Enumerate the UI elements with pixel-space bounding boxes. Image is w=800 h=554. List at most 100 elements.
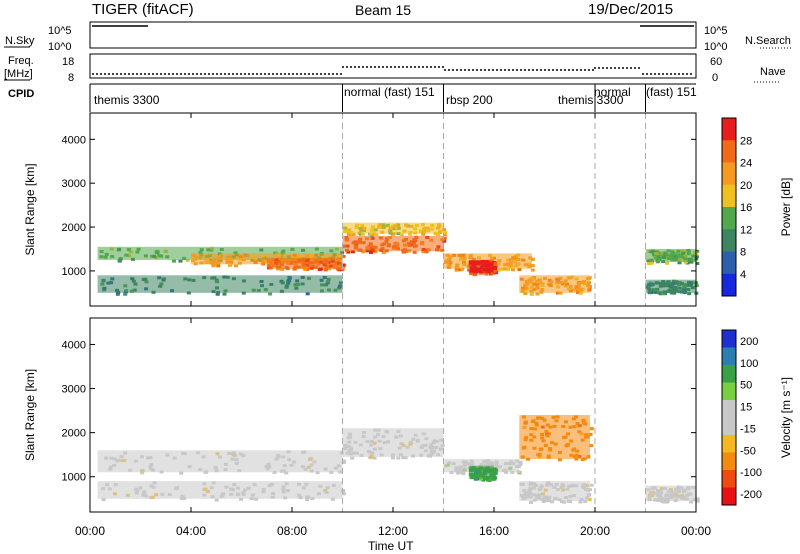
data-cell (583, 500, 588, 503)
data-cell (315, 471, 320, 475)
data-cell (664, 500, 669, 504)
colorbar-tick-label: 24 (740, 158, 752, 170)
x-tick-label: 00:00 (681, 524, 711, 538)
data-cell (369, 250, 373, 254)
data-cell (687, 292, 692, 296)
data-cell (390, 456, 395, 460)
data-cell (390, 232, 395, 236)
data-cell (408, 232, 413, 236)
data-cell (550, 500, 555, 504)
data-cell (695, 262, 700, 265)
colorbar-tick-label: -100 (740, 467, 762, 479)
colorbar-cell (722, 365, 736, 383)
freq-left-tick-bottom: 8 (68, 72, 74, 84)
y-tick-label: 3000 (62, 178, 86, 190)
data-cell (369, 232, 373, 236)
data-cell (101, 498, 106, 502)
colorbar-cell (722, 382, 736, 401)
data-cell (373, 250, 378, 254)
data-cell (276, 267, 281, 271)
nave-label: Nave (760, 66, 786, 78)
data-cell (371, 232, 376, 236)
data-cell (178, 259, 183, 263)
colorbar-tick-label: 8 (740, 247, 746, 259)
data-cell (336, 267, 341, 271)
x-tick-label: 08:00 (277, 524, 307, 538)
data-cell (346, 250, 351, 254)
data-cell (424, 250, 429, 254)
data-cell (421, 250, 426, 254)
data-cell (222, 292, 227, 296)
data-cell (284, 471, 289, 475)
data-cell (372, 456, 377, 460)
colorbar-cell (722, 273, 736, 297)
colorbar-tick-label: 28 (740, 135, 752, 147)
cpid-segment-label: rbsp 200 (446, 93, 493, 107)
data-cell (115, 292, 120, 296)
date-title: 19/Dec/2015 (588, 1, 673, 18)
data-cell (499, 267, 504, 271)
data-cell (589, 427, 594, 431)
data-cell (361, 250, 366, 254)
data-cell (670, 291, 675, 295)
data-cell (268, 292, 273, 296)
data-cell (329, 470, 334, 474)
data-cell (511, 268, 515, 272)
x-axis-ticks: 00:00 04:00 08:00 12:00 16:00 20:00 00:00 (75, 113, 711, 538)
velocity-colorbar: 200 100 50 15 -15 -50 -100 -200 Velocity [m s⁻¹] (721, 329, 793, 506)
data-cell (578, 291, 583, 295)
data-cell (694, 255, 699, 259)
data-cell (694, 284, 699, 287)
echo-band (645, 279, 696, 293)
data-cell (695, 497, 700, 501)
power-colorbar: 28 24 20 16 12 8 4 Power [dB] (721, 117, 793, 297)
data-cell (381, 251, 386, 255)
data-cell (303, 268, 308, 271)
cpid-segment-label: normal (fast) 151 (344, 85, 435, 99)
y-tick-label: 1000 (62, 266, 86, 278)
data-cell (317, 268, 322, 272)
colorbar-tick-label: 100 (740, 358, 758, 370)
data-cell (661, 499, 666, 503)
data-cell (305, 498, 310, 501)
echo-band (342, 222, 444, 234)
data-cell (677, 261, 682, 265)
colorbar-tick-label: 50 (740, 380, 752, 392)
data-cell (330, 497, 335, 501)
colorbar-tick-label: -50 (740, 445, 756, 457)
colorbar-label: Power [dB] (779, 178, 793, 237)
echo-band (519, 415, 590, 460)
data-cell (234, 264, 238, 268)
colorbar-cell (722, 347, 736, 366)
colorbar-cell (722, 452, 736, 471)
data-cell (341, 255, 346, 258)
data-cell (518, 463, 523, 466)
echo-band (342, 428, 444, 457)
colorbar-cell (722, 162, 736, 186)
data-cell (443, 231, 448, 235)
noise-right-tick-bottom: 10^0 (704, 41, 728, 53)
data-cell (588, 432, 593, 436)
data-cell (350, 250, 355, 254)
data-cell (442, 236, 447, 240)
data-cell (589, 483, 594, 487)
y-axis-label: Slant Range [km] (23, 369, 37, 461)
data-cell (689, 500, 694, 504)
data-cell (460, 267, 465, 271)
data-cell (374, 233, 379, 236)
freq-label-line2: [MHz] (4, 68, 33, 80)
data-cell (665, 261, 670, 265)
echo-band (645, 248, 696, 263)
data-cell (469, 272, 474, 276)
colorbar-cell (722, 470, 736, 488)
colorbar-frame (721, 117, 737, 297)
echo-band (519, 275, 590, 293)
noise-left-tick-bottom: 10^0 (48, 41, 72, 53)
x-axis-label: Time UT (368, 539, 414, 553)
data-cell (695, 499, 700, 503)
data-cell (588, 488, 592, 492)
data-cell (589, 444, 594, 448)
data-cell (341, 263, 346, 267)
colorbar-tick-label: -200 (740, 489, 762, 501)
